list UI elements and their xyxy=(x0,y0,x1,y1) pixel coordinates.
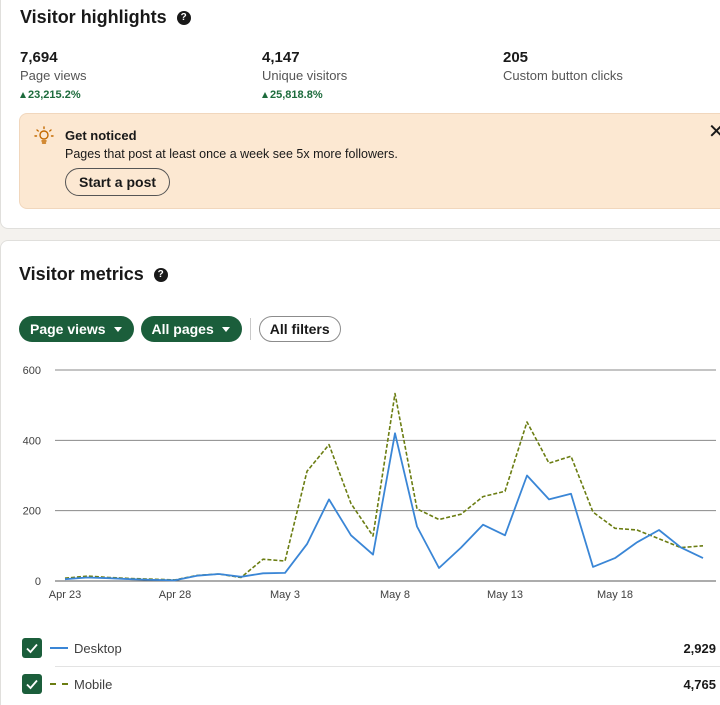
stat-custom-button-clicks: 205 Custom button clicks xyxy=(503,49,623,83)
series-line-desktop xyxy=(64,432,704,582)
stat-unique-visitors: 4,147 Unique visitors 25,818.8% xyxy=(262,49,347,101)
mobile-checkbox[interactable] xyxy=(22,674,42,694)
stat-change: 25,818.8% xyxy=(262,89,347,101)
check-icon xyxy=(26,679,38,690)
help-icon[interactable]: ? xyxy=(153,267,168,282)
notice-text: Pages that post at least once a week see… xyxy=(65,147,398,161)
legend-label: Mobile xyxy=(74,676,113,692)
close-icon[interactable]: ✕ xyxy=(708,121,720,143)
stat-label: Page views xyxy=(20,68,87,83)
caret-down-icon xyxy=(221,326,230,332)
desktop-checkbox[interactable] xyxy=(22,638,42,658)
x-tick-label: Apr 23 xyxy=(49,589,81,601)
highlights-title: Visitor highlights ? xyxy=(20,7,191,28)
stat-change: 23,215.2% xyxy=(20,89,86,101)
legend-total: 2,929 xyxy=(683,640,716,656)
legend-label: Desktop xyxy=(74,640,122,656)
filter-bar: Page views All pages All filters xyxy=(19,316,341,342)
x-tick-label: May 13 xyxy=(487,589,523,601)
legend-row-mobile: Mobile 4,765 xyxy=(22,673,720,695)
x-tick-label: May 3 xyxy=(270,589,300,601)
visitor-highlights-card: Visitor highlights ? 7,694 Page views 23… xyxy=(0,0,720,229)
up-arrow-icon xyxy=(262,92,268,98)
y-tick-label: 200 xyxy=(23,506,41,518)
stat-value: 4,147 xyxy=(262,49,300,66)
stat-page-views: 7,694 Page views 23,215.2% xyxy=(20,49,86,101)
series-line-mobile xyxy=(64,392,704,581)
stat-value: 7,694 xyxy=(20,49,58,66)
get-noticed-banner: Get noticed Pages that post at least onc… xyxy=(19,113,720,209)
stat-value: 205 xyxy=(503,49,529,66)
help-icon[interactable]: ? xyxy=(176,10,191,25)
x-tick-label: May 18 xyxy=(597,589,633,601)
metrics-title: Visitor metrics ? xyxy=(19,264,168,285)
y-tick-label: 600 xyxy=(23,365,41,377)
legend-row-desktop: Desktop 2,929 xyxy=(22,637,720,659)
x-tick-label: May 8 xyxy=(380,589,410,601)
notice-title: Get noticed xyxy=(65,128,137,143)
y-tick-label: 400 xyxy=(23,435,41,447)
stat-label: Unique visitors xyxy=(262,68,348,83)
y-tick-label: 0 xyxy=(35,576,41,588)
divider xyxy=(249,318,251,340)
visitor-metrics-chart: 0 200 400 600 Apr 23 Apr 28 May 3 May 8 May 13 M… xyxy=(23,365,716,601)
legend-swatch-desktop xyxy=(50,647,68,649)
check-icon xyxy=(26,643,38,654)
all-pages-dropdown[interactable]: All pages xyxy=(140,316,242,342)
page-views-dropdown[interactable]: Page views xyxy=(19,316,134,342)
x-tick-label: Apr 28 xyxy=(159,589,191,601)
all-filters-button[interactable]: All filters xyxy=(258,316,341,342)
legend-total: 4,765 xyxy=(683,676,716,692)
lightbulb-icon xyxy=(34,126,54,144)
divider xyxy=(55,666,720,667)
stat-label: Custom button clicks xyxy=(503,68,623,83)
legend-swatch-mobile xyxy=(50,683,68,685)
start-a-post-button[interactable]: Start a post xyxy=(65,168,171,196)
up-arrow-icon xyxy=(20,92,26,98)
caret-down-icon xyxy=(113,326,122,332)
